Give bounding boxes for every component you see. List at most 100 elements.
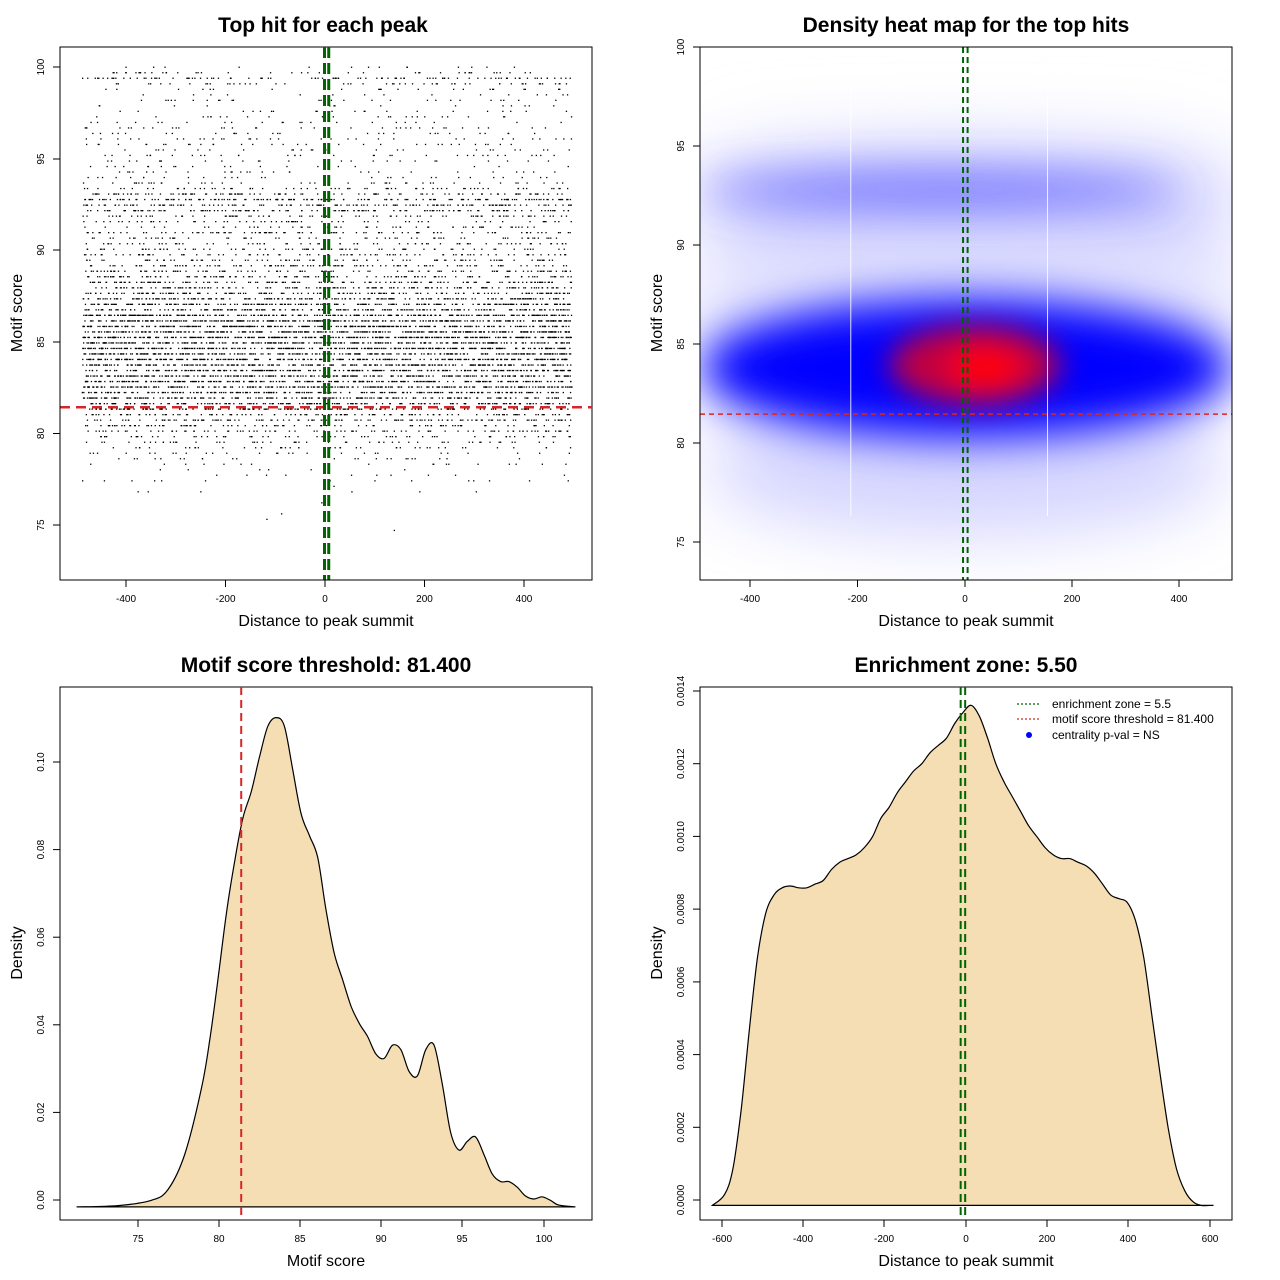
scatter-point <box>188 353 190 355</box>
scatter-point <box>552 436 554 438</box>
scatter-point <box>271 397 273 399</box>
scatter-point <box>302 375 304 377</box>
scatter-point <box>563 347 565 350</box>
scatter-point <box>329 397 331 399</box>
scatter-point <box>369 386 371 388</box>
scatter-point <box>282 281 285 283</box>
scatter-point <box>461 347 463 350</box>
scatter-point <box>349 314 352 316</box>
scatter-point <box>91 408 93 410</box>
scatter-point <box>438 237 440 239</box>
scatter-point <box>435 77 437 79</box>
scatter-point <box>528 314 530 316</box>
scatter-point <box>327 281 329 283</box>
scatter-point <box>487 342 490 344</box>
scatter-point <box>220 364 222 366</box>
scatter-point <box>403 248 405 250</box>
scatter-point <box>330 270 332 272</box>
scatter-point <box>487 342 489 344</box>
scatter-point <box>310 265 312 267</box>
scatter-point <box>564 386 567 388</box>
scatter-point <box>542 270 545 272</box>
scatter-point <box>342 331 344 333</box>
scatter-point <box>83 204 85 206</box>
scatter-point <box>168 292 171 294</box>
scatter-point <box>164 369 167 372</box>
scatter-point <box>552 425 554 427</box>
scatter-point <box>105 391 107 394</box>
scatter-point <box>212 369 214 372</box>
scatter-point <box>484 364 486 366</box>
scatter-point <box>442 77 444 79</box>
scatter-point <box>368 287 370 289</box>
scatter-point <box>354 458 356 460</box>
scatter-point <box>467 276 469 278</box>
scatter-point <box>141 287 143 289</box>
scatter-point <box>147 375 149 377</box>
scatter-point <box>462 447 464 449</box>
scatter-point <box>245 237 247 239</box>
scatter-point <box>448 198 450 201</box>
scatter-point <box>382 336 384 339</box>
scatter-point <box>254 353 256 355</box>
scatter-point <box>457 314 460 316</box>
scatter-point <box>245 198 247 201</box>
scatter-point <box>140 436 143 438</box>
scatter-point <box>246 309 249 311</box>
scatter-point <box>515 347 517 350</box>
scatter-point <box>247 408 249 410</box>
scatter-point <box>305 248 308 250</box>
scatter-point <box>231 121 233 124</box>
scatter-point <box>92 193 94 195</box>
scatter-point <box>333 458 335 460</box>
scatter-point <box>528 386 530 388</box>
scatter-point <box>257 303 259 305</box>
scatter-point <box>122 198 124 201</box>
scatter-point <box>105 430 107 432</box>
scatter-point <box>427 270 429 272</box>
scatter-point <box>519 298 522 300</box>
scatter-point <box>404 353 407 355</box>
scatter-point <box>399 160 401 162</box>
scatter-point <box>432 414 434 416</box>
scatter-point <box>423 331 425 333</box>
scatter-point <box>372 358 374 361</box>
scatter-point <box>555 204 557 206</box>
scatter-point <box>367 320 369 322</box>
scatter-point <box>506 198 508 201</box>
scatter-point <box>431 436 434 438</box>
scatter-point <box>565 403 567 405</box>
scatter-point <box>128 281 130 283</box>
scatter-point <box>165 171 167 173</box>
scatter-point <box>367 419 369 421</box>
scatter-point <box>497 380 499 383</box>
scatter-point <box>133 314 135 316</box>
scatter-point <box>227 287 230 289</box>
scatter-point <box>281 292 283 294</box>
scatter-point <box>199 198 201 201</box>
scatter-point <box>145 77 147 79</box>
scatter-point <box>315 187 317 190</box>
scatter-point <box>106 298 108 300</box>
scatter-point <box>189 391 192 394</box>
scatter-point <box>337 314 339 316</box>
scatter-point <box>564 292 566 294</box>
scatter-point <box>84 331 86 333</box>
scatter-point <box>467 336 469 339</box>
scatter-point <box>397 198 399 201</box>
scatter-point <box>467 419 469 421</box>
scatter-point <box>428 419 430 421</box>
scatter-point <box>150 83 152 85</box>
scatter-point <box>423 347 425 350</box>
scatter-point <box>124 430 127 432</box>
scatter-point <box>553 154 555 157</box>
scatter-point <box>133 237 135 239</box>
scatter-point <box>495 369 497 372</box>
scatter-point <box>384 309 387 311</box>
scatter-point <box>147 259 149 261</box>
scatter-point <box>462 270 465 272</box>
scatter-point <box>426 287 428 289</box>
scatter-point <box>143 314 145 316</box>
scatter-point <box>353 364 355 366</box>
scatter-point <box>485 386 487 388</box>
